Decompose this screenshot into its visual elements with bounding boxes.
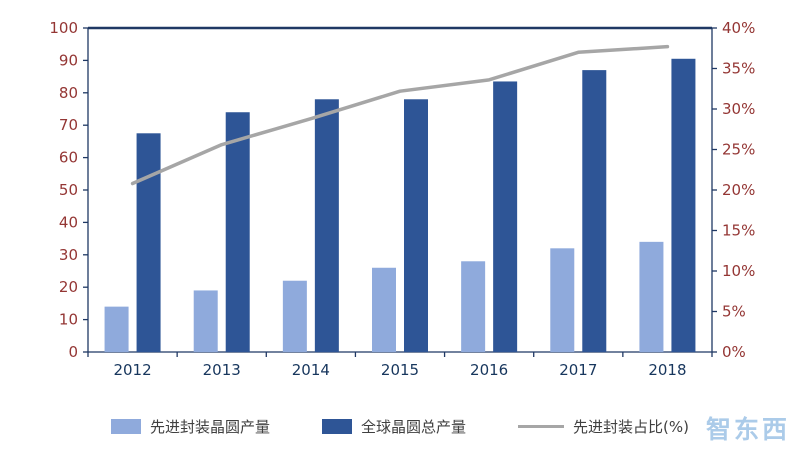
right-axis-tick-label: 25% [722,141,755,159]
left-axis-tick-label: 40 [59,213,78,231]
bar-advanced-packaging-output [550,248,575,352]
bar-advanced-packaging-output [104,306,129,352]
x-axis-category-label: 2013 [203,361,241,379]
x-axis-category-label: 2017 [559,361,597,379]
chart-canvas: 0 10 20 30 40 50 60 70 80 90 100 0% 5% 10% 15% 20% 25% 30… [49,19,755,379]
x-axis-category-label: 2015 [381,361,419,379]
bar-advanced-packaging-output [639,241,664,352]
bar-global-wafer-output [136,133,161,352]
legend-label-advanced-packaging-output: 先进封装晶圆产量 [150,417,271,436]
left-axis-tick-label: 50 [59,181,78,199]
advanced-packaging-ratio-line [130,44,670,186]
right-axis-tick-label: 30% [722,100,755,118]
legend-line-swatch-gray [518,424,565,428]
right-axis-tick-label: 20% [722,181,755,199]
bar-global-wafer-output [671,58,696,352]
right-axis-tick-label: 10% [722,262,755,280]
x-axis-category-label: 2014 [292,361,330,379]
x-axis-category-label: 2016 [470,361,508,379]
legend-item-global-wafer-output: 全球晶圆总产量 [322,416,466,437]
legend: 先进封装晶圆产量 全球晶圆总产量 先进封装占比(%) [0,406,800,446]
bar-global-wafer-output [493,81,518,353]
wafer-output-chart: 0 10 20 30 40 50 60 70 80 90 100 0% 5% 10% 15% 20% 25% 30… [49,19,755,379]
left-axis-tick-label: 60 [59,149,78,167]
bar-global-wafer-output [225,112,250,353]
left-axis-tick-label: 70 [59,116,78,134]
bar-advanced-packaging-output [193,290,218,352]
legend-label-global-wafer-output: 全球晶圆总产量 [361,417,467,436]
bar-global-wafer-output [582,70,607,353]
bar-global-wafer-output [404,99,428,352]
legend-swatch-light-blue [111,418,141,434]
x-axis-category-label: 2012 [113,361,151,379]
right-axis-tick-label: 0% [722,343,746,361]
right-axis-tick-label: 40% [722,19,755,37]
legend-item-advanced-packaging-ratio: 先进封装占比(%) [518,416,689,437]
left-axis-tick-label: 100 [49,19,78,37]
left-axis-tick-label: 20 [59,278,78,296]
left-axis-tick-label: 90 [59,51,78,69]
right-axis-tick-label: 15% [722,222,755,240]
bar-global-wafer-output [314,99,339,352]
left-axis-tick-label: 30 [59,246,78,264]
watermark-zhidongxi-logo: 智东西 [705,415,790,444]
right-axis-tick-label: 5% [722,303,746,321]
left-axis-tick-label: 80 [59,84,78,102]
right-axis-tick-label: 35% [722,60,755,78]
legend-swatch-dark-blue [322,418,353,434]
x-axis-category-label: 2018 [648,361,686,379]
bar-advanced-packaging-output [282,280,307,352]
bar-advanced-packaging-output [372,267,396,352]
left-axis-tick-label: 10 [59,311,78,329]
left-axis-tick-label: 0 [68,343,78,361]
legend-item-advanced-packaging-output: 先进封装晶圆产量 [111,416,270,437]
bar-advanced-packaging-output [461,261,486,352]
legend-label-advanced-packaging-ratio: 先进封装占比(%) [573,417,689,436]
